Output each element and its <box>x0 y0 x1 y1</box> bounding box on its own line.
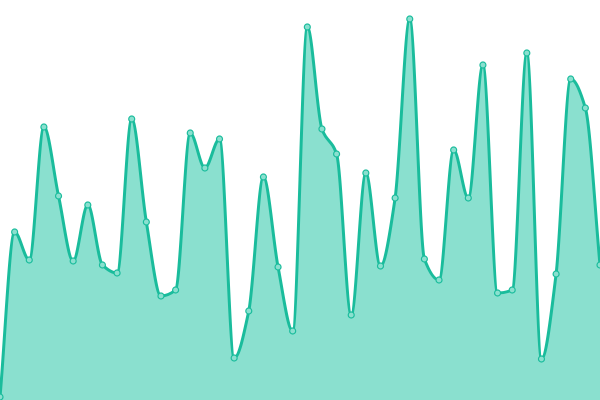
data-point-12 <box>172 286 180 294</box>
data-point-22 <box>318 125 326 133</box>
data-point-24 <box>347 311 355 319</box>
data-point-15 <box>215 135 224 143</box>
data-point-27 <box>391 194 399 202</box>
data-point-16 <box>230 354 238 362</box>
data-point-36 <box>523 49 531 57</box>
data-point-40 <box>581 104 589 112</box>
data-point-1 <box>11 228 19 236</box>
data-point-7 <box>98 261 107 269</box>
data-point-18 <box>259 173 268 181</box>
data-point-5 <box>69 257 77 265</box>
data-point-6 <box>84 201 92 209</box>
data-point-0 <box>0 393 4 400</box>
data-point-2 <box>25 256 33 264</box>
data-point-25 <box>362 169 370 177</box>
data-point-8 <box>113 269 121 277</box>
data-point-39 <box>567 75 575 83</box>
data-point-30 <box>435 276 443 284</box>
data-point-29 <box>420 255 428 263</box>
data-point-10 <box>142 218 150 226</box>
data-markers <box>0 15 600 400</box>
data-point-21 <box>303 23 311 31</box>
data-point-19 <box>274 263 282 271</box>
data-point-3 <box>40 123 48 131</box>
data-point-26 <box>376 262 385 270</box>
data-point-17 <box>245 307 253 315</box>
data-point-20 <box>289 327 297 335</box>
data-point-4 <box>54 192 63 200</box>
data-point-14 <box>201 164 209 172</box>
data-point-34 <box>493 289 502 297</box>
data-point-11 <box>157 292 165 300</box>
data-point-33 <box>479 61 487 69</box>
data-point-37 <box>537 355 546 363</box>
data-point-35 <box>508 286 516 294</box>
data-point-28 <box>406 15 414 23</box>
data-point-32 <box>464 194 472 202</box>
data-point-31 <box>450 146 458 154</box>
data-point-41 <box>596 261 600 269</box>
data-point-13 <box>186 129 194 137</box>
data-point-38 <box>552 270 560 278</box>
data-point-23 <box>332 150 341 158</box>
data-point-9 <box>128 115 136 123</box>
